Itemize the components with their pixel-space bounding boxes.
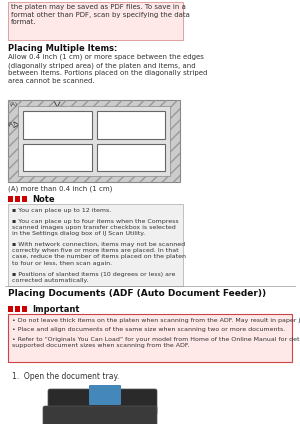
Text: (A): (A) — [59, 139, 67, 143]
FancyBboxPatch shape — [18, 106, 170, 176]
FancyBboxPatch shape — [8, 196, 13, 202]
Text: • Refer to “Originals You Can Load” for your model from Home of the Online Manua: • Refer to “Originals You Can Load” for … — [12, 337, 300, 348]
FancyBboxPatch shape — [8, 100, 180, 182]
FancyBboxPatch shape — [48, 389, 157, 415]
Text: • Do not leave thick items on the platen when scanning from the ADF. May result : • Do not leave thick items on the platen… — [12, 318, 300, 323]
FancyBboxPatch shape — [89, 385, 121, 405]
Text: Note: Note — [32, 195, 55, 204]
Text: ▪ You can place up to four items when the Compress
scanned images upon transfer : ▪ You can place up to four items when th… — [12, 218, 178, 236]
FancyBboxPatch shape — [23, 111, 92, 139]
Text: Placing Multiple Items:: Placing Multiple Items: — [8, 44, 117, 53]
Text: (A): (A) — [9, 102, 17, 107]
Text: (A): (A) — [59, 106, 67, 111]
Text: ▪ You can place up to 12 items.: ▪ You can place up to 12 items. — [12, 208, 111, 213]
Text: (A): (A) — [90, 117, 98, 122]
Text: 1.  Open the document tray.: 1. Open the document tray. — [12, 372, 119, 381]
FancyBboxPatch shape — [22, 306, 27, 312]
FancyBboxPatch shape — [15, 306, 20, 312]
FancyBboxPatch shape — [15, 196, 20, 202]
Text: ▪ With network connection, items may not be scanned
correctly when five or more : ▪ With network connection, items may not… — [12, 242, 186, 265]
FancyBboxPatch shape — [8, 314, 292, 362]
FancyBboxPatch shape — [43, 406, 157, 424]
Text: (A) more than 0.4 inch (1 cm): (A) more than 0.4 inch (1 cm) — [8, 186, 112, 192]
Text: • Place and align documents of the same size when scanning two or more documents: • Place and align documents of the same … — [12, 327, 285, 332]
Text: Important: Important — [32, 305, 80, 314]
Text: Allow 0.4 inch (1 cm) or more space between the edges
(diagonally striped area) : Allow 0.4 inch (1 cm) or more space betw… — [8, 54, 207, 84]
Text: (A): (A) — [8, 122, 16, 127]
FancyBboxPatch shape — [97, 111, 165, 139]
FancyBboxPatch shape — [8, 204, 183, 286]
FancyBboxPatch shape — [8, 2, 183, 40]
FancyBboxPatch shape — [22, 196, 27, 202]
FancyBboxPatch shape — [97, 143, 165, 171]
Text: the platen may be saved as PDF files. To save in a
format other than PDF, scan b: the platen may be saved as PDF files. To… — [11, 4, 190, 25]
FancyBboxPatch shape — [8, 306, 13, 312]
Text: ▪ Positions of slanted items (10 degrees or less) are
corrected automatically.: ▪ Positions of slanted items (10 degrees… — [12, 272, 175, 283]
FancyBboxPatch shape — [23, 143, 92, 171]
Text: Placing Documents (ADF (Auto Document Feeder)): Placing Documents (ADF (Auto Document Fe… — [8, 289, 266, 298]
